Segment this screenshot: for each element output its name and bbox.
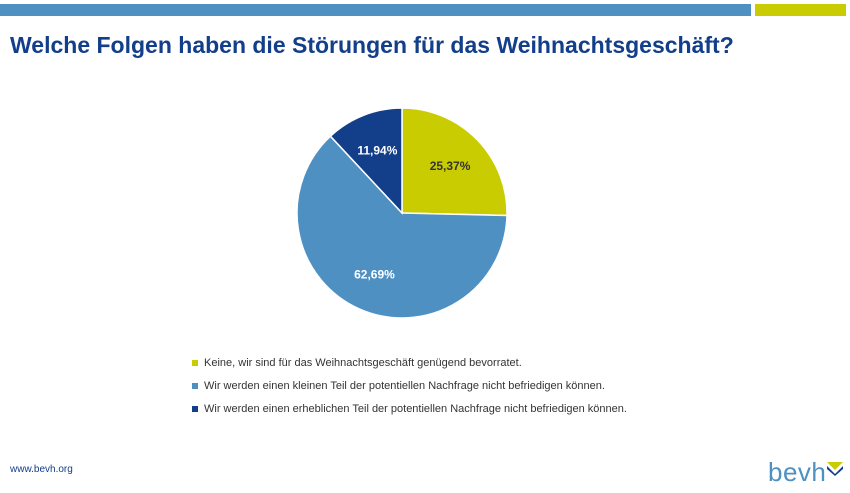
- pie-chart: 25,37% 62,69% 11,94%: [296, 107, 508, 319]
- legend-swatch-kleiner-teil: [192, 382, 198, 389]
- legend-swatch-keine: [192, 359, 198, 366]
- top-accent-bar-green: [755, 4, 846, 16]
- chevron-logo-icon: [827, 462, 843, 476]
- logo-text: bevh: [768, 457, 827, 487]
- legend-label-keine: Keine, wir sind für das Weihnachtsgeschä…: [204, 356, 522, 369]
- bevh-logo: bevh: [768, 456, 848, 488]
- pie-label-kleiner-teil: 62,69%: [354, 267, 395, 281]
- top-accent-bar-blue: [0, 4, 751, 16]
- pie-label-erheblicher-teil: 11,94%: [357, 143, 397, 157]
- legend-label-erheblicher-teil: Wir werden einen erheblichen Teil der po…: [204, 402, 627, 415]
- page-title: Welche Folgen haben die Störungen für da…: [10, 32, 734, 58]
- pie-slice-keine: [401, 107, 508, 217]
- website-url: www.bevh.org: [10, 464, 73, 475]
- pie-slice-kleiner-teil: [296, 135, 508, 319]
- legend-item-erheblicher-teil: Wir werden einen erheblichen Teil der po…: [192, 397, 627, 420]
- pie-label-keine: 25,37%: [430, 159, 471, 173]
- pie-slice-erheblicher-teil: [329, 107, 403, 215]
- legend-item-kleiner-teil: Wir werden einen kleinen Teil der potent…: [192, 374, 627, 397]
- chart-legend: Keine, wir sind für das Weihnachtsgeschä…: [192, 351, 627, 420]
- legend-label-kleiner-teil: Wir werden einen kleinen Teil der potent…: [204, 379, 605, 392]
- legend-item-keine: Keine, wir sind für das Weihnachtsgeschä…: [192, 351, 627, 374]
- legend-swatch-erheblicher-teil: [192, 405, 198, 412]
